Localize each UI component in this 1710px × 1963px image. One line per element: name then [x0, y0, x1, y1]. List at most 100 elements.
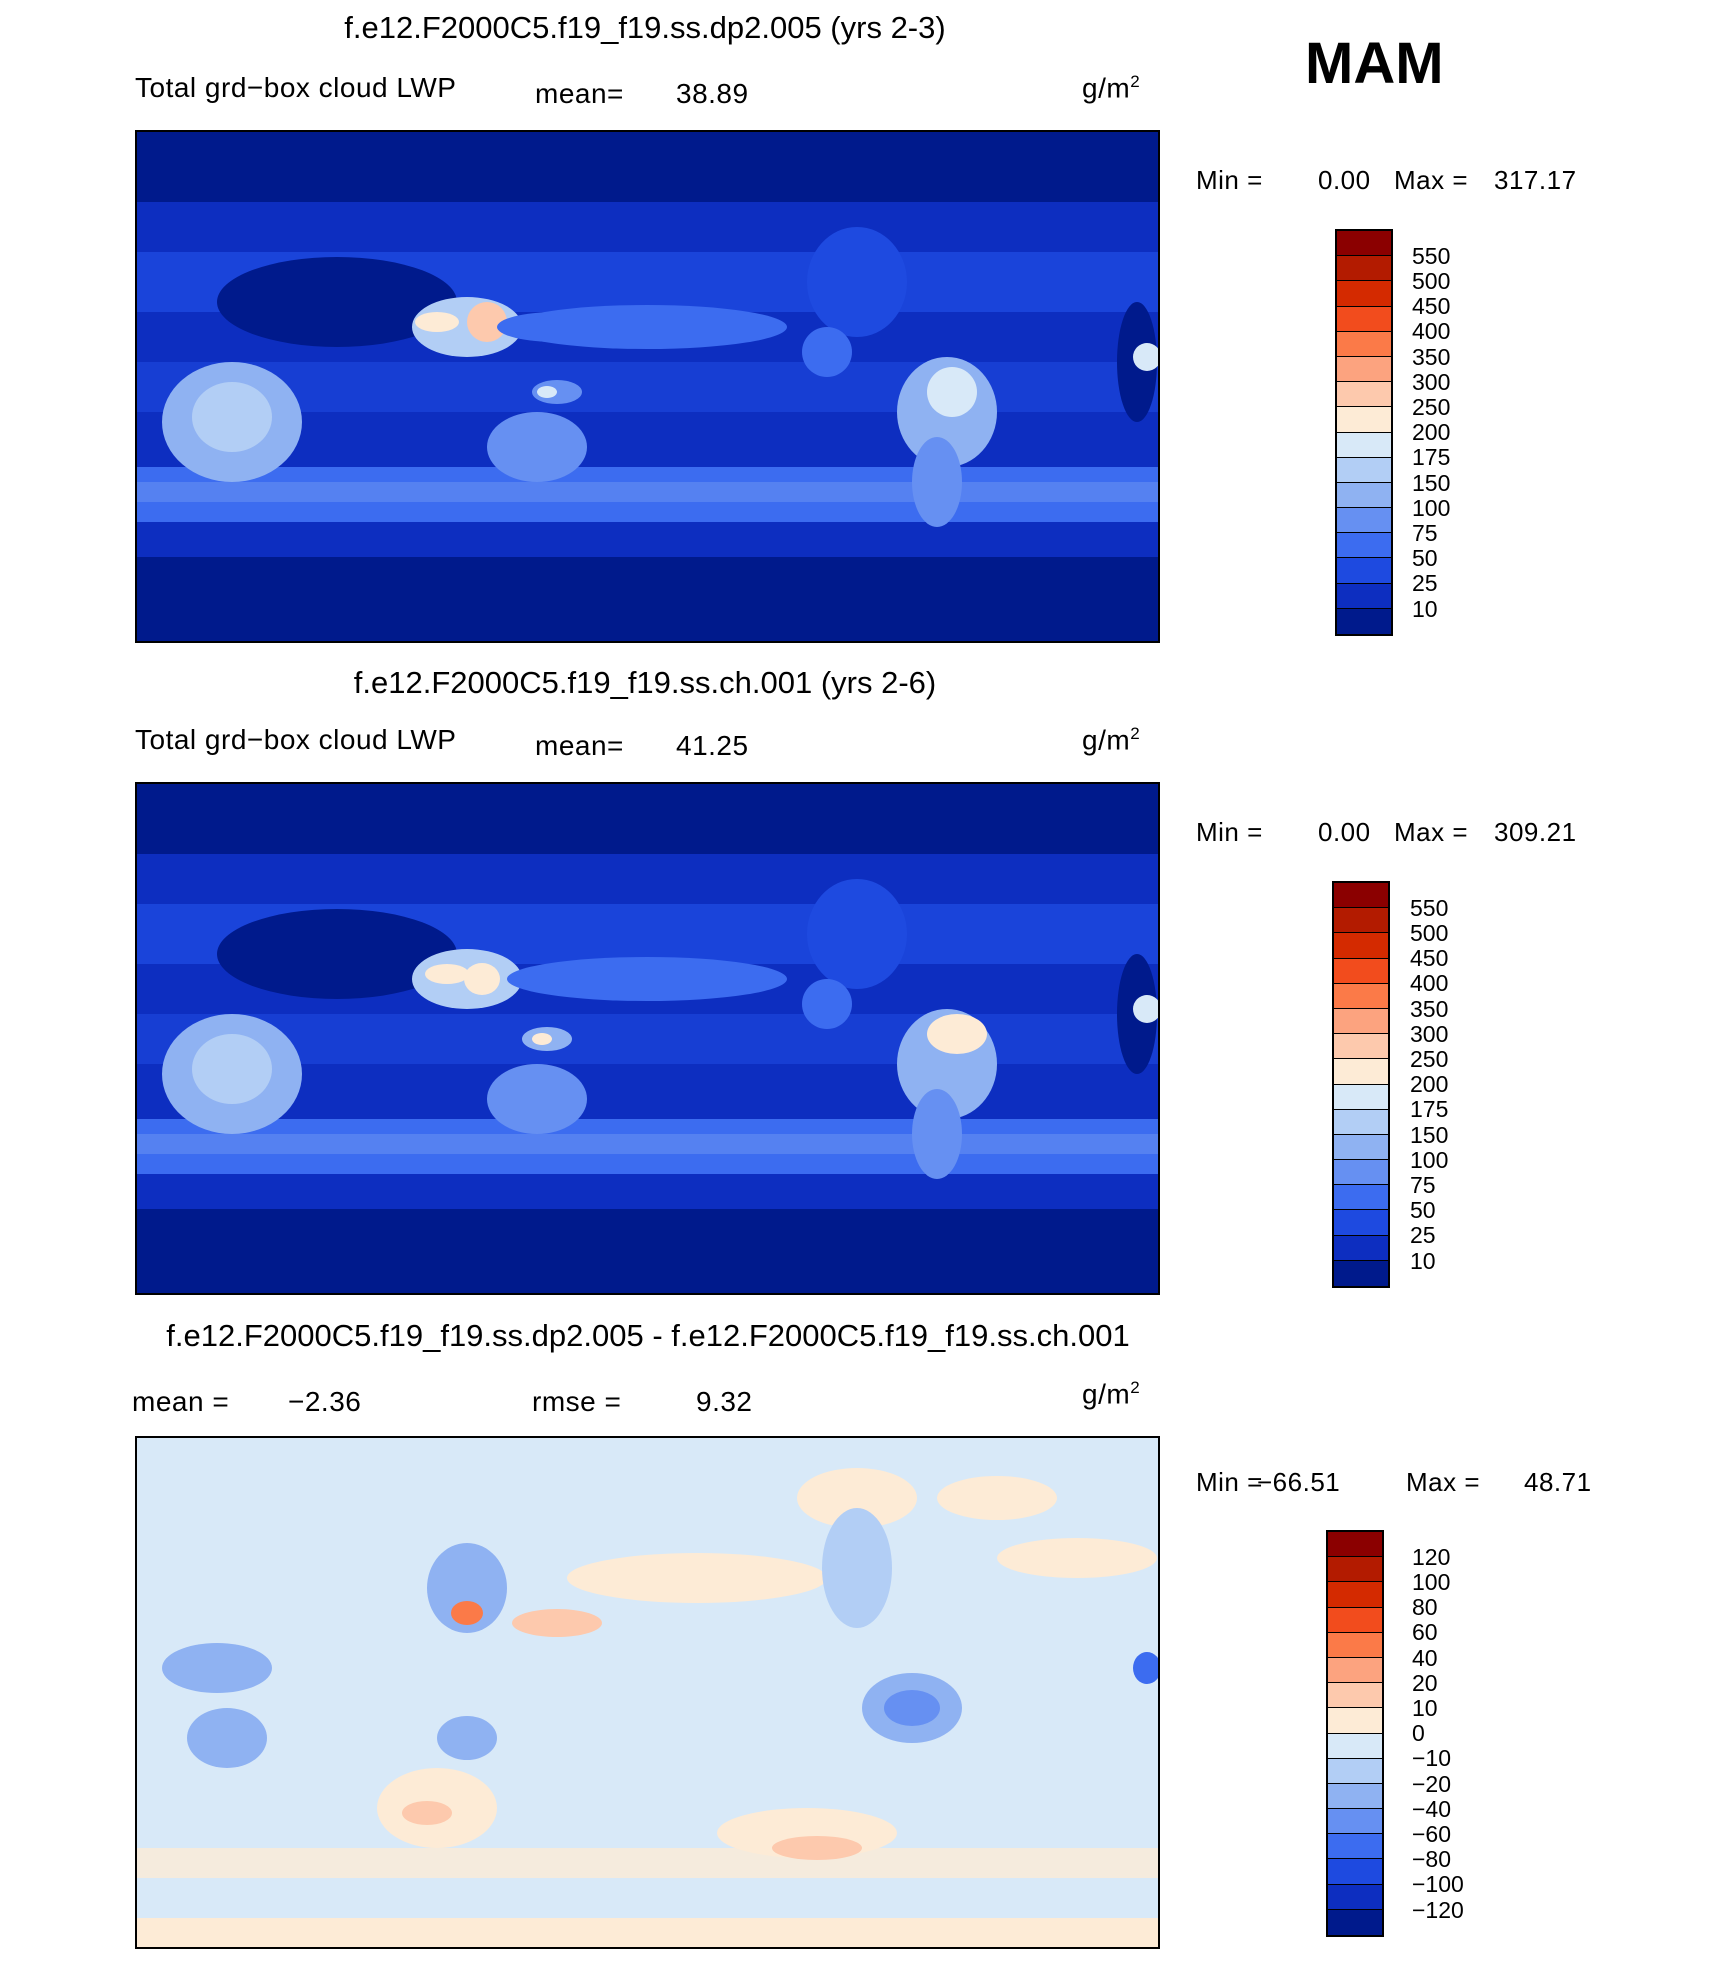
panel3-max-value: 48.71 — [1524, 1467, 1592, 1497]
colorbar-swatch — [1337, 432, 1391, 458]
colorbar-swatch — [1337, 356, 1391, 383]
panel2-max-value: 309.21 — [1494, 817, 1577, 847]
panel3-min-label: Min = — [1196, 1467, 1263, 1497]
colorbar-swatch — [1334, 1034, 1388, 1060]
colorbar-level-label: 10 — [1412, 595, 1438, 622]
panel3-map — [135, 1436, 1160, 1949]
panel1-min-value: 0.00 — [1318, 165, 1371, 195]
colorbar-level-label: −100 — [1412, 1871, 1464, 1898]
panel1-max-value: 317.17 — [1494, 165, 1577, 195]
panel3-units: g/m2 — [1082, 1378, 1141, 1410]
colorbar-swatch — [1337, 608, 1391, 634]
colorbar-swatch — [1334, 1260, 1388, 1286]
colorbar-level-label: −60 — [1412, 1820, 1452, 1847]
colorbar-level-label: 60 — [1412, 1619, 1438, 1646]
panel1-min-label: Min = — [1196, 165, 1263, 195]
colorbar-swatch — [1328, 1758, 1382, 1784]
colorbar-swatch — [1328, 1708, 1382, 1734]
colorbar-level-label: −120 — [1412, 1896, 1464, 1923]
colorbar-swatch — [1334, 1084, 1388, 1110]
panel1-variable: Total grd−box cloud LWP — [135, 72, 457, 103]
panel2-max-label: Max = — [1394, 817, 1469, 847]
colorbar-level-label: 150 — [1412, 469, 1451, 496]
panel2-units: g/m2 — [1082, 724, 1141, 756]
colorbar-level-label: 25 — [1412, 570, 1438, 597]
colorbar-swatch — [1328, 1582, 1382, 1608]
colorbar-swatch — [1328, 1783, 1382, 1810]
colorbar-swatch — [1334, 933, 1388, 959]
panel2-title: f.e12.F2000C5.f19_f19.ss.ch.001 (yrs 2-6… — [353, 665, 937, 700]
colorbar-swatch — [1334, 983, 1388, 1009]
panel3-colorbar — [1326, 1530, 1384, 1938]
colorbar-swatch — [1334, 883, 1388, 909]
colorbar-swatch — [1337, 558, 1391, 584]
panel1-title: f.e12.F2000C5.f19_f19.ss.dp2.005 (yrs 2-… — [344, 10, 946, 45]
colorbar-swatch — [1334, 1134, 1388, 1161]
panel1-mean-value: 38.89 — [676, 78, 749, 109]
colorbar-level-label: 200 — [1412, 419, 1451, 446]
panel3-mean-label: mean = — [132, 1386, 230, 1417]
colorbar-level-label: 120 — [1412, 1543, 1451, 1570]
colorbar-swatch — [1337, 482, 1391, 509]
colorbar-level-label: 175 — [1412, 444, 1451, 471]
colorbar-level-label: 80 — [1412, 1594, 1438, 1621]
panel1-mean-label: mean= — [535, 78, 624, 109]
colorbar-swatch — [1337, 382, 1391, 408]
colorbar-level-label: −20 — [1412, 1770, 1452, 1797]
colorbar-level-label: 100 — [1410, 1146, 1449, 1173]
colorbar-swatch — [1337, 457, 1391, 483]
colorbar-level-label: 350 — [1412, 343, 1451, 370]
colorbar-swatch — [1334, 1210, 1388, 1236]
colorbar-level-label: 250 — [1412, 393, 1451, 420]
colorbar-swatch — [1334, 1008, 1388, 1035]
panel3-rmse-value: 9.32 — [696, 1386, 753, 1417]
colorbar-level-label: 20 — [1412, 1669, 1438, 1696]
colorbar-level-label: 450 — [1412, 293, 1451, 320]
colorbar-level-label: −40 — [1412, 1795, 1452, 1822]
panel2-min-value: 0.00 — [1318, 817, 1371, 847]
colorbar-level-label: 300 — [1412, 368, 1451, 395]
colorbar-swatch — [1337, 281, 1391, 307]
panel2-map — [135, 782, 1160, 1295]
colorbar-level-label: 0 — [1412, 1720, 1425, 1747]
colorbar-swatch — [1337, 331, 1391, 357]
colorbar-swatch — [1328, 1809, 1382, 1835]
colorbar-level-label: 450 — [1410, 945, 1449, 972]
panel1-colorbar — [1335, 229, 1393, 637]
colorbar-swatch — [1328, 1632, 1382, 1658]
colorbar-level-label: 350 — [1410, 995, 1449, 1022]
colorbar-swatch — [1334, 908, 1388, 934]
colorbar-level-label: 50 — [1410, 1197, 1436, 1224]
colorbar-swatch — [1337, 256, 1391, 282]
colorbar-swatch — [1337, 583, 1391, 609]
colorbar-level-label: 500 — [1412, 267, 1451, 294]
colorbar-level-label: 175 — [1410, 1096, 1449, 1123]
colorbar-swatch — [1334, 1059, 1388, 1085]
colorbar-swatch — [1337, 508, 1391, 534]
colorbar-level-label: 150 — [1410, 1121, 1449, 1148]
colorbar-level-label: 400 — [1410, 970, 1449, 997]
panel2-colorbar — [1332, 881, 1390, 1289]
panel1-max-label: Max = — [1394, 165, 1469, 195]
colorbar-swatch — [1337, 231, 1391, 257]
panel2-mean-value: 41.25 — [676, 730, 749, 761]
colorbar-swatch — [1328, 1532, 1382, 1558]
colorbar-level-label: 400 — [1412, 318, 1451, 345]
colorbar-level-label: 550 — [1412, 242, 1451, 269]
colorbar-swatch — [1337, 306, 1391, 332]
colorbar-level-label: 75 — [1410, 1171, 1436, 1198]
colorbar-swatch — [1328, 1909, 1382, 1935]
colorbar-swatch — [1337, 533, 1391, 559]
panel3-title: f.e12.F2000C5.f19_f19.ss.dp2.005 - f.e12… — [166, 1318, 1130, 1353]
colorbar-level-label: 500 — [1410, 919, 1449, 946]
panel3-min-value: −66.51 — [1257, 1467, 1341, 1497]
panel2-mean-label: mean= — [535, 730, 624, 761]
colorbar-level-label: 10 — [1410, 1247, 1436, 1274]
colorbar-swatch — [1328, 1657, 1382, 1684]
colorbar-level-label: −10 — [1412, 1745, 1452, 1772]
colorbar-swatch — [1334, 1160, 1388, 1186]
colorbar-level-label: 50 — [1412, 545, 1438, 572]
colorbar-swatch — [1328, 1733, 1382, 1759]
colorbar-swatch — [1328, 1683, 1382, 1709]
colorbar-level-label: −80 — [1412, 1846, 1452, 1873]
